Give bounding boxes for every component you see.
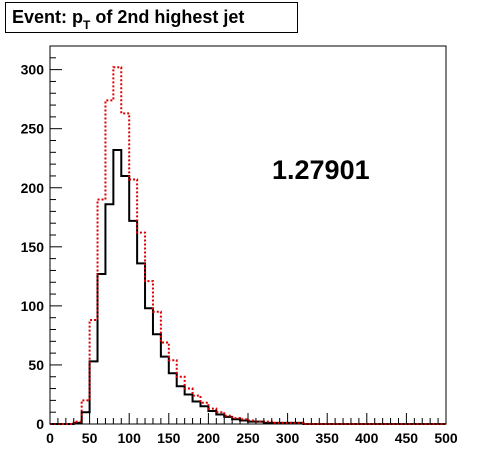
x-tick-label: 150	[157, 430, 181, 446]
y-tick-label: 300	[21, 62, 45, 78]
y-tick-label: 250	[21, 121, 45, 137]
histogram-series-0	[50, 148, 446, 425]
y-tick-label: 100	[21, 298, 45, 314]
y-tick-label: 150	[21, 239, 45, 255]
x-tick-label: 400	[355, 430, 379, 446]
y-tick-label: 200	[21, 180, 45, 196]
axis-layer: 0 50 100 150 200 250 300 350 400 450 500 0 50 100 150 2…	[21, 45, 458, 446]
x-tick-label: 250	[236, 430, 260, 446]
chart-title: Event: pT of 2nd highest jet	[5, 2, 298, 33]
x-tick-label: 50	[82, 430, 98, 446]
y-tick-label: 0	[36, 416, 44, 432]
title-suffix: of 2nd highest jet	[90, 7, 245, 27]
x-tick-label: 450	[395, 430, 419, 446]
plot-frame	[49, 45, 447, 425]
x-tick-label: 100	[118, 430, 142, 446]
y-tick-label: 50	[28, 357, 44, 373]
histogram-series-1	[50, 66, 446, 425]
x-tick-label: 300	[276, 430, 300, 446]
x-tick-label: 350	[316, 430, 340, 446]
x-tick-label: 0	[46, 430, 54, 446]
series-layer	[50, 66, 446, 425]
title-prefix: Event: p	[12, 7, 84, 27]
x-tick-label: 500	[434, 430, 458, 446]
title-subscript: T	[83, 18, 91, 32]
annotation-value: 1.27901	[272, 155, 370, 185]
x-tick-label: 200	[197, 430, 221, 446]
